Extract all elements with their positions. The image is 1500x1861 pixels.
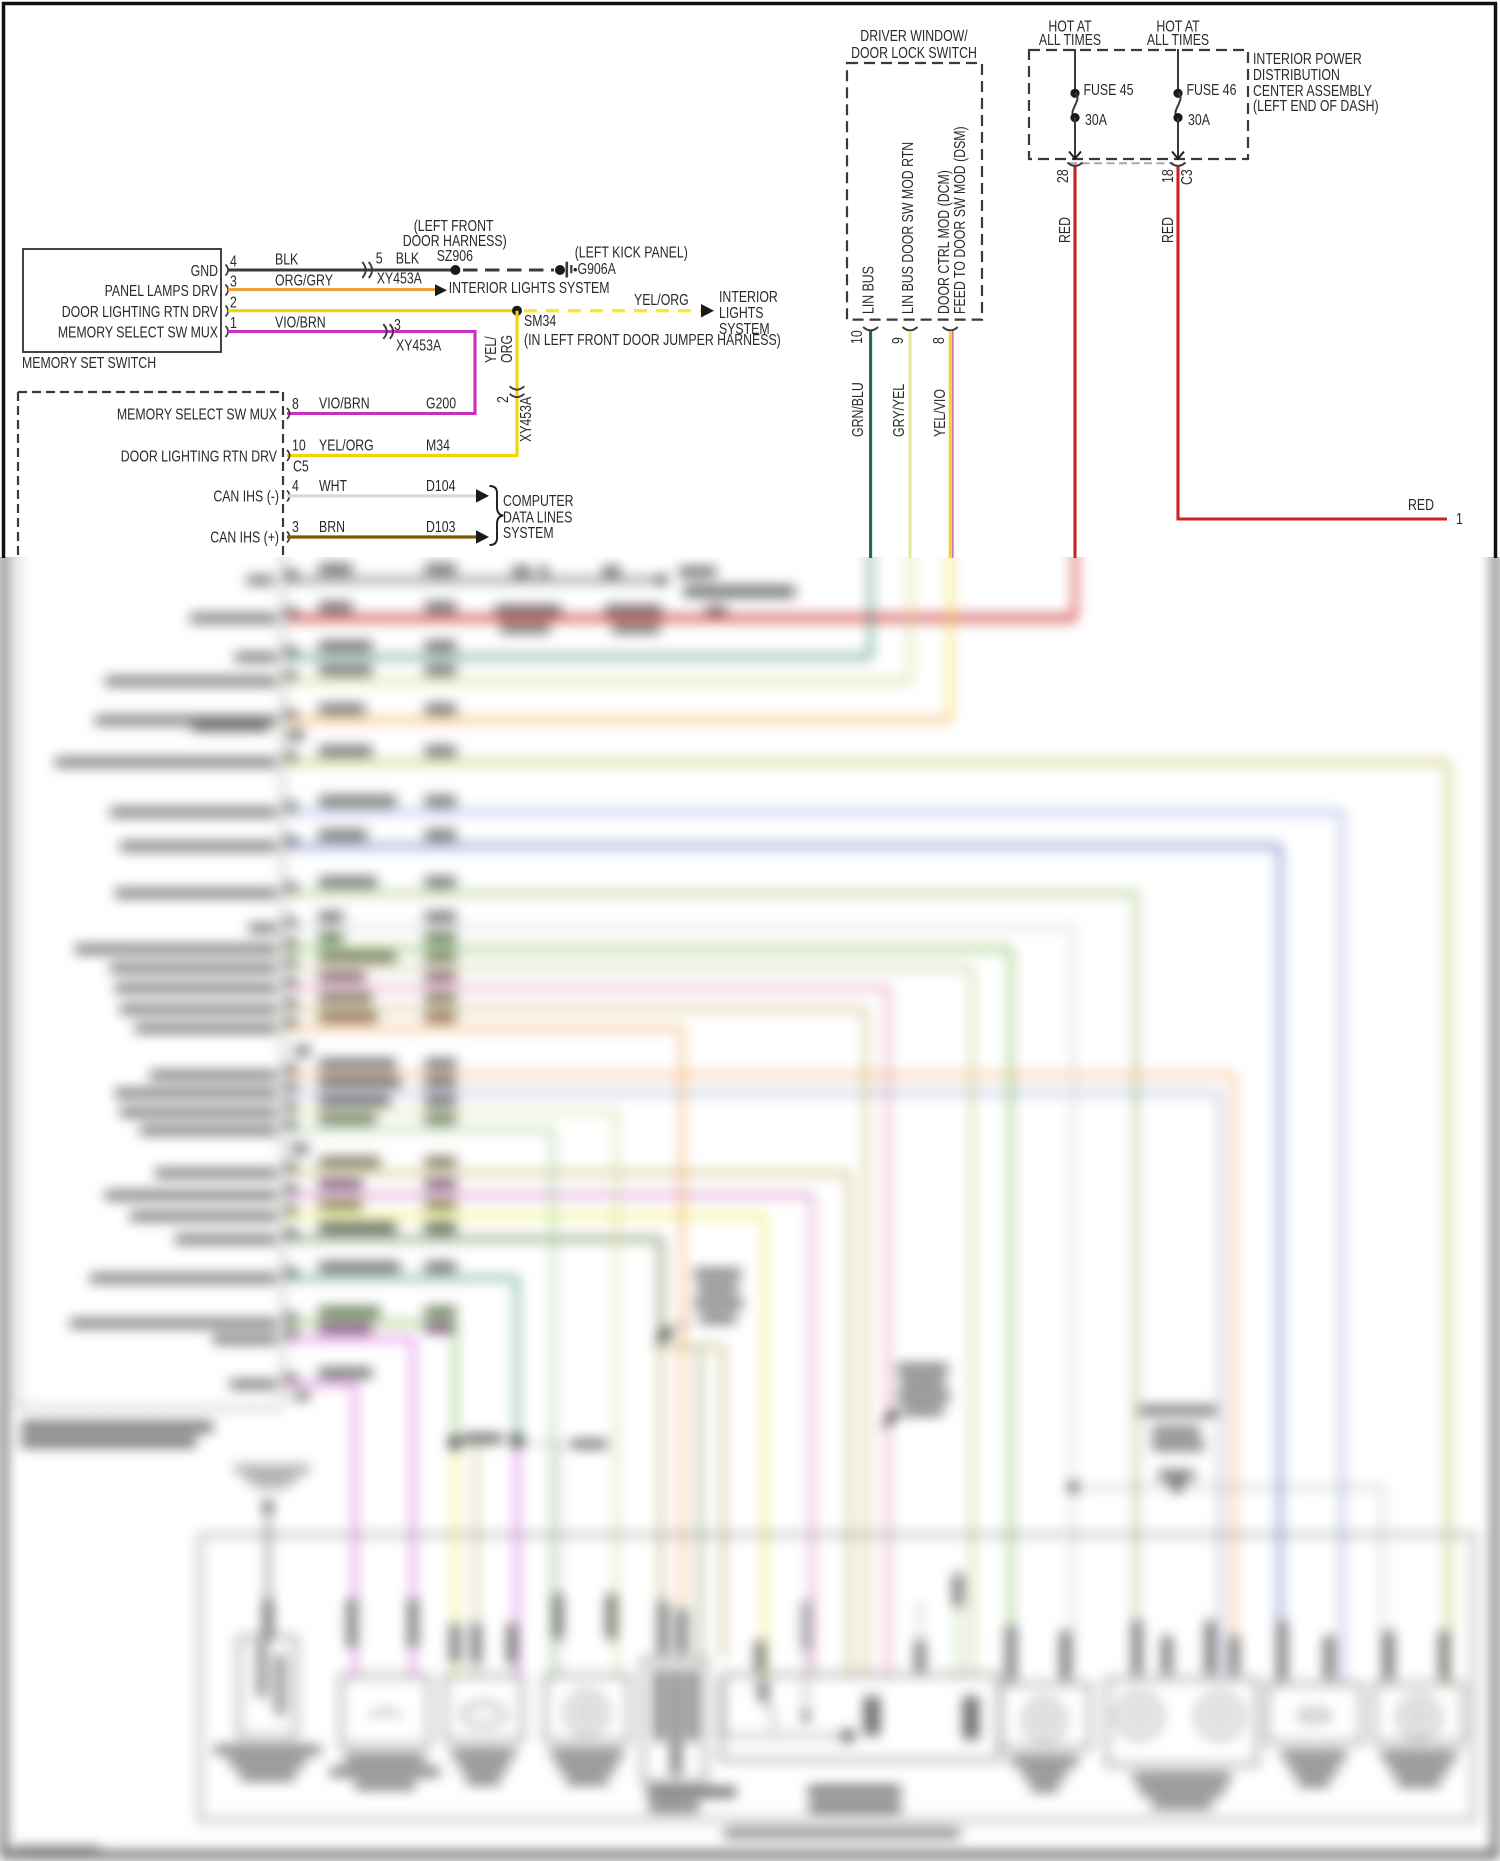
svg-text:SM34: SM34 (524, 313, 556, 331)
svg-text:DOOR CTRL MOD (DCM): DOOR CTRL MOD (DCM) (936, 170, 954, 314)
svg-text:YEL/ORG: YEL/ORG (319, 437, 374, 455)
svg-text:VIO/BRN: VIO/BRN (275, 314, 326, 332)
svg-text:(LEFT KICK PANEL): (LEFT KICK PANEL) (575, 244, 688, 262)
svg-text:4: 4 (230, 253, 237, 271)
svg-text:GRN/BLU: GRN/BLU (850, 382, 868, 437)
svg-text:10: 10 (292, 437, 306, 455)
svg-text:D104: D104 (426, 478, 456, 496)
svg-text:G200: G200 (426, 395, 456, 413)
svg-text:2: 2 (495, 396, 513, 403)
svg-text:WHT: WHT (319, 478, 347, 496)
svg-text:D103: D103 (426, 519, 456, 537)
svg-text:ALL TIMES: ALL TIMES (1039, 32, 1101, 50)
svg-text:INTERIOR POWER: INTERIOR POWER (1253, 51, 1362, 69)
svg-text:30A: 30A (1085, 112, 1107, 130)
svg-text:CAN IHS (+): CAN IHS (+) (210, 529, 279, 547)
svg-text:DOOR LIGHTING RTN DRV: DOOR LIGHTING RTN DRV (121, 448, 278, 466)
svg-text:MEMORY SELECT SW MUX: MEMORY SELECT SW MUX (58, 324, 219, 342)
svg-text:DRIVER WINDOW/: DRIVER WINDOW/ (860, 28, 967, 46)
svg-text:DOOR LOCK SWITCH: DOOR LOCK SWITCH (851, 45, 977, 63)
svg-text:HOT AT: HOT AT (1156, 18, 1200, 36)
svg-text:FUSE 45: FUSE 45 (1084, 82, 1134, 100)
svg-text:YEL/VIO: YEL/VIO (932, 389, 950, 437)
svg-text:(LEFT END OF DASH): (LEFT END OF DASH) (1253, 98, 1379, 116)
svg-text:RED: RED (1057, 217, 1075, 243)
svg-text:LIGHTS: LIGHTS (719, 305, 763, 323)
svg-text:LIN BUS: LIN BUS (860, 266, 878, 314)
svg-text:XY453A: XY453A (377, 270, 423, 288)
svg-text:1: 1 (230, 315, 237, 333)
svg-text:FEED TO DOOR SW MOD (DSM): FEED TO DOOR SW MOD (DSM) (952, 126, 970, 314)
svg-text:INTERIOR: INTERIOR (719, 289, 778, 307)
svg-text:DATA LINES: DATA LINES (503, 509, 572, 527)
svg-text:CENTER ASSEMBLY: CENTER ASSEMBLY (1253, 83, 1372, 101)
svg-text:BLK: BLK (396, 250, 420, 268)
svg-text:ORG/GRY: ORG/GRY (275, 272, 333, 290)
svg-text:PANEL LAMPS DRV: PANEL LAMPS DRV (105, 283, 219, 301)
svg-text:BLK: BLK (275, 251, 299, 269)
svg-text:C3: C3 (1179, 169, 1197, 185)
svg-text:(IN LEFT FRONT DOOR JUMPER HAR: (IN LEFT FRONT DOOR JUMPER HARNESS) (524, 332, 781, 350)
svg-text:8: 8 (292, 396, 299, 414)
svg-text:C5: C5 (293, 458, 309, 476)
svg-text:CAN IHS (-): CAN IHS (-) (213, 488, 279, 506)
svg-text:GND: GND (191, 263, 218, 281)
svg-text:FUSE 46: FUSE 46 (1187, 82, 1237, 100)
svg-text:3: 3 (394, 317, 401, 335)
svg-text:2: 2 (230, 294, 237, 312)
svg-text:8: 8 (931, 337, 949, 344)
svg-text:G906A: G906A (578, 261, 617, 279)
svg-text:MEMORY SET SWITCH: MEMORY SET SWITCH (22, 355, 156, 373)
svg-text:XY453A: XY453A (518, 396, 536, 442)
svg-text:3: 3 (292, 519, 299, 537)
svg-text:YEL/ORG: YEL/ORG (634, 292, 689, 310)
svg-text:4: 4 (292, 478, 299, 496)
svg-text:(LEFT FRONT: (LEFT FRONT (414, 218, 494, 236)
svg-text:RED: RED (1160, 217, 1178, 243)
svg-text:MEMORY SELECT SW MUX: MEMORY SELECT SW MUX (117, 406, 278, 424)
svg-text:SZ906: SZ906 (437, 247, 473, 265)
svg-text:HOT AT: HOT AT (1048, 18, 1092, 36)
svg-text:9: 9 (890, 337, 908, 344)
svg-text:5: 5 (376, 250, 383, 268)
svg-text:3: 3 (230, 273, 237, 291)
svg-text:ORG: ORG (499, 335, 517, 363)
svg-text:SYSTEM: SYSTEM (719, 321, 770, 339)
svg-text:M34: M34 (426, 437, 450, 455)
svg-text:28: 28 (1055, 169, 1073, 183)
svg-text:10: 10 (849, 330, 867, 344)
svg-text:DISTRIBUTION: DISTRIBUTION (1253, 67, 1340, 85)
svg-text:18: 18 (1160, 169, 1178, 183)
svg-text:XY453A: XY453A (396, 337, 442, 355)
svg-text:SYSTEM: SYSTEM (503, 525, 554, 543)
svg-text:BRN: BRN (319, 519, 345, 537)
svg-text:ALL TIMES: ALL TIMES (1147, 32, 1209, 50)
svg-text:YEL/: YEL/ (483, 336, 501, 363)
svg-text:DOOR LIGHTING RTN DRV: DOOR LIGHTING RTN DRV (62, 304, 219, 322)
svg-text:30A: 30A (1188, 112, 1210, 130)
svg-text:DOOR HARNESS): DOOR HARNESS) (403, 232, 507, 250)
svg-text:COMPUTER: COMPUTER (503, 492, 573, 510)
svg-text:1: 1 (1456, 511, 1463, 529)
svg-text:INTERIOR LIGHTS SYSTEM: INTERIOR LIGHTS SYSTEM (449, 280, 610, 298)
svg-text:GRY/YEL: GRY/YEL (891, 384, 909, 437)
svg-text:LIN BUS DOOR SW MOD RTN: LIN BUS DOOR SW MOD RTN (900, 142, 918, 314)
svg-text:VIO/BRN: VIO/BRN (319, 395, 370, 413)
svg-text:RED: RED (1408, 497, 1434, 515)
